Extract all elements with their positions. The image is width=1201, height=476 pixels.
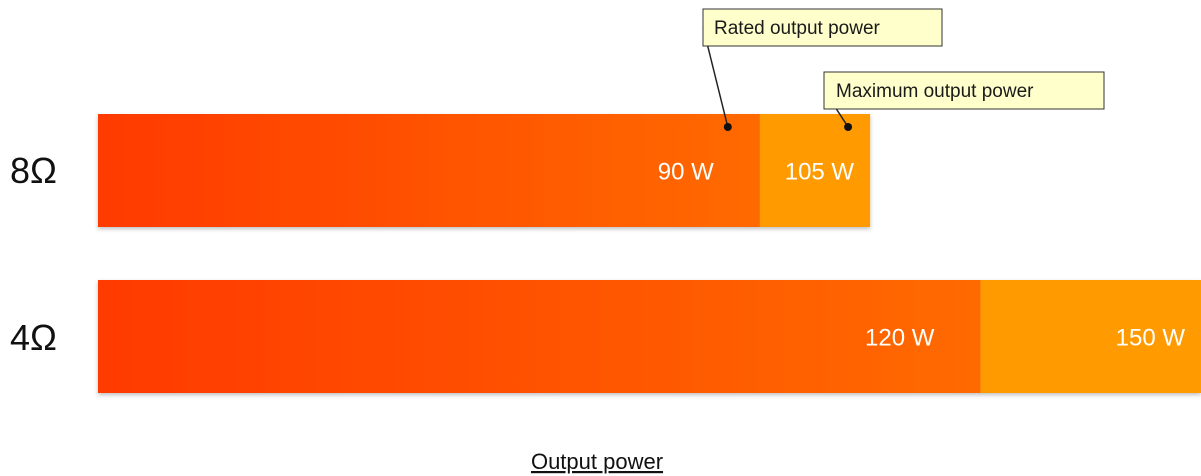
callout-dot-maximum bbox=[844, 123, 853, 131]
row-label-4-ohm: 4Ω bbox=[10, 317, 57, 358]
callout-maximum-output-power: Maximum output power bbox=[823, 71, 1105, 131]
callout-box-maximum bbox=[823, 71, 1105, 110]
bar-label-rated-4-ohm: 120 W bbox=[865, 325, 935, 352]
callout-label-maximum: Maximum output power bbox=[836, 81, 1034, 102]
bar-rated-8-ohm bbox=[98, 114, 760, 227]
bar-rated-4-ohm bbox=[98, 280, 981, 393]
row-label-8-ohm: 8Ω bbox=[10, 150, 57, 191]
bar-row-8-ohm bbox=[98, 114, 871, 227]
callout-box-rated bbox=[702, 8, 943, 47]
bar-label-max-8-ohm: 105 W bbox=[785, 159, 855, 186]
callout-label-rated: Rated output power bbox=[714, 18, 881, 39]
callout-rated-output-power: Rated output power bbox=[702, 8, 943, 131]
callout-dot-rated bbox=[723, 123, 732, 131]
bar-label-rated-8-ohm: 90 W bbox=[658, 159, 714, 186]
bar-row-4-ohm bbox=[98, 280, 1201, 393]
x-axis-label: Output power bbox=[531, 449, 663, 474]
bar-label-max-4-ohm: 150 W bbox=[1116, 325, 1186, 352]
